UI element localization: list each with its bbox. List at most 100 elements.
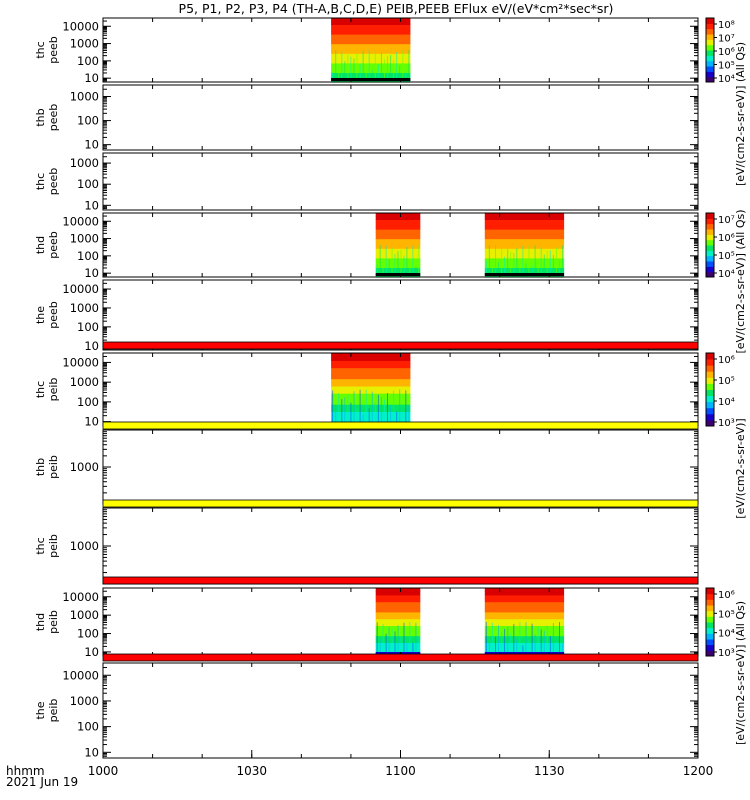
spectrogram-cell (331, 418, 411, 423)
colorbar-cell (706, 423, 714, 427)
colorbar-tick-label: 10⁶ (718, 47, 735, 58)
spectrogram-cell (331, 353, 411, 358)
spectrogram-cell (331, 407, 411, 412)
colorbar-cell (706, 20, 714, 24)
colorbar-cell (706, 242, 714, 246)
colorbar-cell (706, 47, 714, 51)
y-tick-label: 100 (77, 320, 99, 334)
panel-instrument-label: peeb (47, 36, 60, 64)
spectrogram-cell (331, 46, 411, 51)
spectrogram-cell (484, 257, 565, 262)
y-axis: 1000 (70, 509, 698, 574)
spectrogram-cell (484, 608, 565, 613)
y-tick-label: 10 (84, 645, 99, 659)
spectrogram-cell (484, 232, 565, 236)
colorbar-cell (706, 44, 714, 48)
panel-instrument-label: peeb (47, 231, 60, 259)
panel-frame (102, 662, 699, 759)
colorbar-cell (706, 60, 714, 64)
spectrogram-block (375, 588, 421, 657)
y-axis: 10000 1000 100 10 (62, 279, 698, 353)
panel-frame (102, 279, 699, 351)
panel-instrument-label: peib (47, 534, 60, 558)
colorbar-cell (706, 588, 714, 592)
colorbar-cell (706, 255, 714, 259)
spectrogram-cell (331, 50, 411, 54)
spectrogram-cell (484, 245, 565, 249)
y-tick-label: 1000 (70, 460, 99, 474)
spectrogram-cell (484, 222, 565, 227)
colorbar-tick-label: 10³ (718, 648, 735, 659)
colorbars: 10⁸10⁷10⁶10⁵10⁴10⁷10⁶10⁵10⁴10⁶10⁵10⁴10³1… (705, 17, 735, 659)
colorbar-cell (706, 362, 714, 366)
spectrogram-cell (331, 53, 411, 57)
y-tick-label: 10000 (62, 214, 99, 228)
panel-probe-label: thd (34, 613, 47, 631)
colorbar-cell (706, 389, 714, 393)
spectrogram-cell (375, 601, 421, 606)
spectrogram-cell (484, 611, 565, 616)
colorbar-cell (706, 253, 714, 257)
spectrogram-baseline (484, 652, 565, 655)
y-axis: 10000 1000 100 10 (62, 352, 698, 429)
colorbar-cell (706, 413, 714, 418)
spectrogram-cell (484, 588, 565, 592)
colorbar-thd-peib: 10⁶ 10⁵ 10⁴ 10³ (705, 587, 735, 659)
spectrogram-cell (331, 385, 411, 391)
colorbar-cell (706, 36, 714, 40)
spectrogram-cell (484, 225, 565, 230)
spectrogram-cell (484, 615, 565, 620)
spectrogram-block (331, 18, 411, 83)
colorbar-3-unit: [eV/(cm2-s-sr-eV)] (734, 418, 747, 518)
x-tick-label: 1130 (534, 764, 565, 778)
spectrogram-cell (484, 645, 565, 650)
colorbar-cell (706, 386, 714, 390)
colorbar-cell (706, 271, 714, 275)
spectrogram-baseline (484, 273, 565, 276)
panel-probe-label: thc (34, 41, 47, 58)
spectrogram-cell (484, 213, 565, 217)
spectrogram-cell (484, 216, 565, 220)
spectrogram-cell (375, 248, 421, 252)
colorbar-tick-label: 10⁷ (718, 215, 735, 226)
panel-probe-label: the (34, 306, 47, 324)
y-tick-label: 10 (84, 339, 99, 353)
colorbar-cell (706, 650, 714, 654)
panel-probe-label: thc (34, 173, 47, 190)
y-tick-label: 100 (77, 114, 99, 128)
colorbar-cell (706, 610, 714, 614)
colorbar-cell (706, 42, 714, 46)
flag-bar-red (102, 653, 699, 662)
y-axis: 10000 1000 100 10 (62, 212, 698, 280)
colorbar-cell (706, 68, 714, 72)
spectrogram-cell (484, 601, 565, 606)
spectrogram-cell (375, 213, 421, 217)
figure-title: P5, P1, P2, P3, P4 (TH-A,B,C,D,E) PEIB,P… (179, 1, 614, 16)
spectrogram-cell (331, 367, 411, 372)
colorbar-cell (706, 55, 714, 59)
spectrogram-cell (375, 219, 421, 224)
spectrogram-cell (331, 393, 411, 398)
spectrogram-cell (484, 241, 565, 246)
date-label: 2021 Jun 19 (6, 775, 78, 789)
colorbar-frame (705, 587, 715, 657)
panel-the-peib: 10000 1000 100 10 the peib (34, 662, 699, 759)
colorbar-frame (705, 352, 715, 427)
y-axis: 1000 100 10 (70, 152, 698, 212)
y-tick-label: 10 (84, 745, 99, 759)
spectrogram-cell (331, 37, 411, 41)
spectrogram-cell (331, 24, 411, 29)
colorbar-tick-label: 10⁵ (718, 376, 735, 387)
spectrogram-cell (331, 396, 411, 401)
colorbar-cell (706, 76, 714, 80)
colorbar-cell (706, 619, 714, 623)
colorbar-cell (706, 616, 714, 620)
colorbar-cell (706, 590, 714, 595)
colorbar-tick-label: 10⁶ (718, 355, 735, 366)
spectrogram-cell (331, 72, 411, 77)
spectrogram-cell (331, 66, 411, 70)
colorbar-cell (706, 226, 714, 230)
spectrogram-cell (484, 625, 565, 630)
spectrogram-cell (331, 40, 411, 45)
